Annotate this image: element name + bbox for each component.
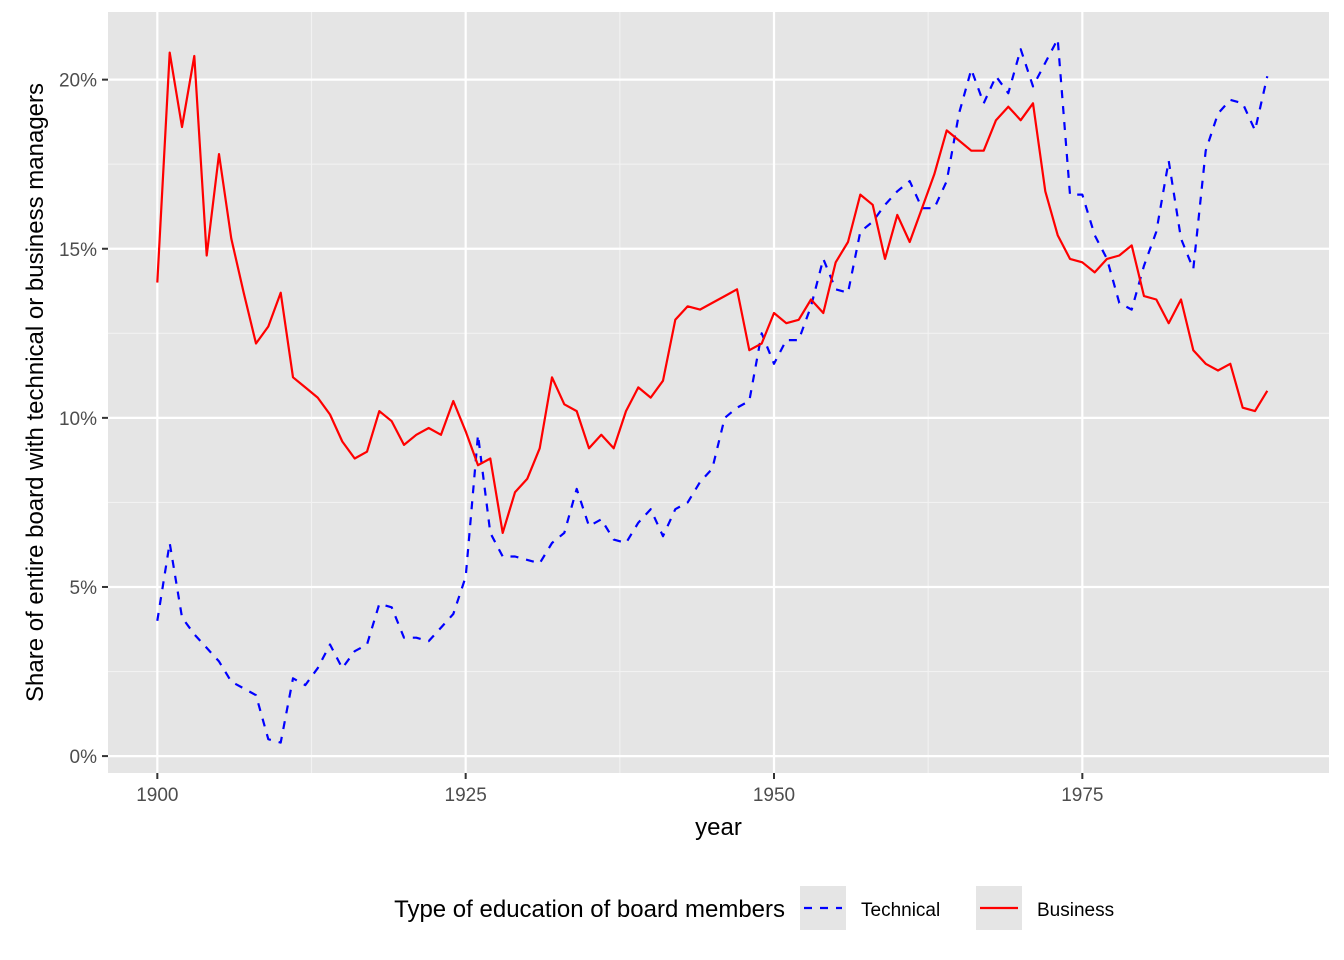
panel-background: [108, 12, 1329, 773]
series-lines: [156, 37, 1269, 744]
x-tick-label: 1975: [1061, 785, 1103, 806]
x-axis-title: year: [695, 814, 742, 841]
y-axis-title: Share of entire board with technical or …: [22, 83, 49, 702]
y-tick-label: 10%: [59, 409, 97, 430]
x-tick-label: 1900: [136, 785, 178, 806]
y-tick-label: 20%: [59, 71, 97, 92]
y-axis-ticks: 0% 5% 10% 15% 20%: [59, 71, 108, 768]
legend-label-business: Business: [1037, 900, 1114, 921]
major-gridlines: [108, 12, 1329, 773]
x-tick-label: 1950: [753, 785, 795, 806]
x-axis-ticks: 1900 1925 1950 1975: [136, 773, 1103, 806]
minor-gridlines: [108, 12, 1329, 773]
legend-title: Type of education of board members: [394, 896, 785, 923]
legend-label-technical: Technical: [861, 900, 940, 921]
legend: Type of education of board members Techn…: [394, 886, 1114, 930]
series-line-business: [156, 51, 1269, 535]
x-tick-label: 1925: [445, 785, 487, 806]
y-tick-label: 0%: [70, 747, 98, 768]
series-line-technical: [156, 37, 1269, 744]
y-tick-label: 5%: [70, 578, 98, 599]
y-tick-label: 15%: [59, 240, 97, 261]
